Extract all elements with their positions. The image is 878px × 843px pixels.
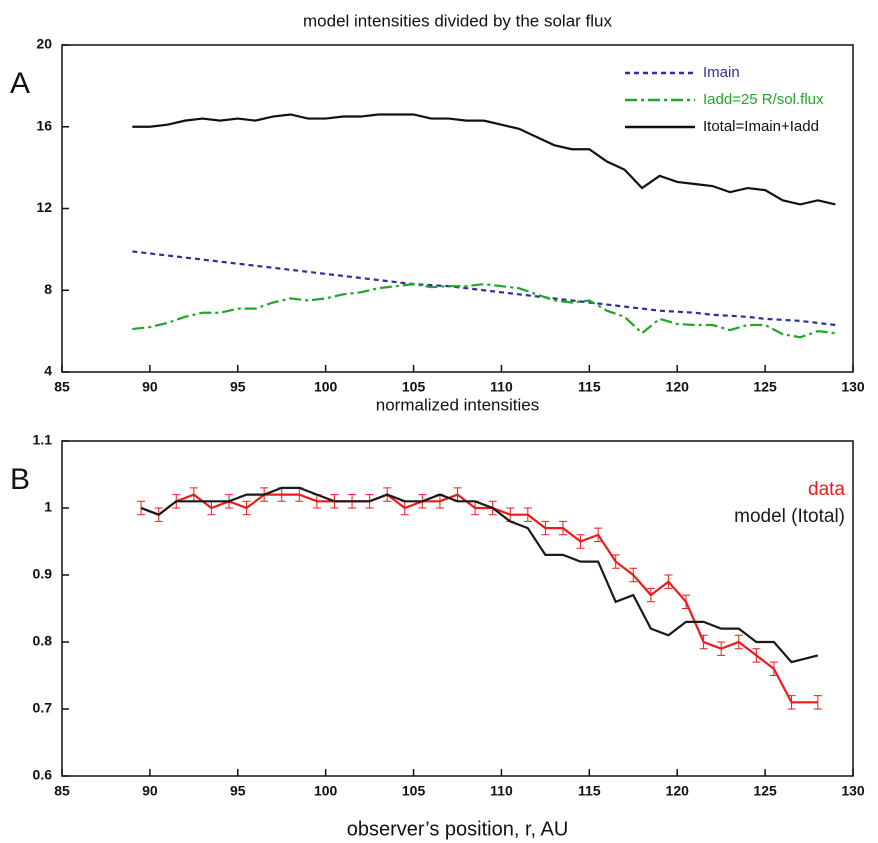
x-tick-label: 115 — [578, 379, 601, 395]
legend-label: model (Itotal) — [734, 506, 845, 527]
series-line — [140, 486, 819, 664]
y-tick-label: 0.9 — [33, 566, 53, 582]
chart-title: normalized intensities — [376, 395, 539, 414]
x-tick-label: 100 — [314, 783, 338, 799]
x-tick-label: 95 — [230, 379, 246, 395]
x-tick-label: 120 — [666, 783, 690, 799]
y-tick-label: 12 — [36, 199, 52, 215]
x-tick-label: 115 — [578, 783, 601, 799]
legend-label: Itotal=Imain+Iadd — [703, 118, 819, 135]
y-tick-label: 0.6 — [33, 767, 53, 783]
x-tick-label: 90 — [142, 783, 158, 799]
x-tick-label: 110 — [490, 783, 513, 799]
panel-label: A — [10, 67, 30, 100]
series-line — [132, 283, 836, 339]
y-tick-label: 20 — [36, 36, 52, 52]
x-tick-label: 120 — [666, 379, 690, 395]
x-tick-label: 110 — [490, 379, 513, 395]
legend-label: data — [808, 479, 845, 500]
chart-title: model intensities divided by the solar f… — [303, 11, 612, 30]
y-tick-label: 0.7 — [33, 700, 53, 716]
x-tick-label: 130 — [841, 379, 865, 395]
x-tick-label: 105 — [402, 783, 426, 799]
x-tick-label: 130 — [841, 783, 865, 799]
legend-label: Imain — [703, 64, 740, 81]
series-line — [132, 250, 836, 327]
x-tick-label: 125 — [753, 783, 777, 799]
y-tick-label: 1 — [44, 499, 52, 515]
y-tick-label: 8 — [44, 281, 52, 297]
x-tick-label: 85 — [54, 783, 70, 799]
x-tick-label: 100 — [314, 379, 338, 395]
x-axis-label: observer’s position, r, AU — [347, 818, 569, 840]
x-tick-label: 85 — [54, 379, 70, 395]
y-tick-label: 4 — [44, 363, 52, 379]
y-tick-label: 0.8 — [33, 633, 53, 649]
y-tick-label: 16 — [36, 117, 52, 133]
panel-label: B — [10, 463, 30, 496]
x-tick-label: 125 — [753, 379, 777, 395]
series-line — [132, 113, 836, 206]
plot-frame — [61, 440, 854, 777]
x-tick-label: 105 — [402, 379, 426, 395]
y-tick-label: 1.1 — [33, 432, 53, 448]
legend-label: Iadd=25 R/sol.flux — [703, 91, 824, 108]
x-tick-label: 95 — [230, 783, 246, 799]
x-tick-label: 90 — [142, 379, 158, 395]
panel: model intensities divided by the solar f… — [10, 11, 865, 394]
series-line — [140, 493, 818, 704]
